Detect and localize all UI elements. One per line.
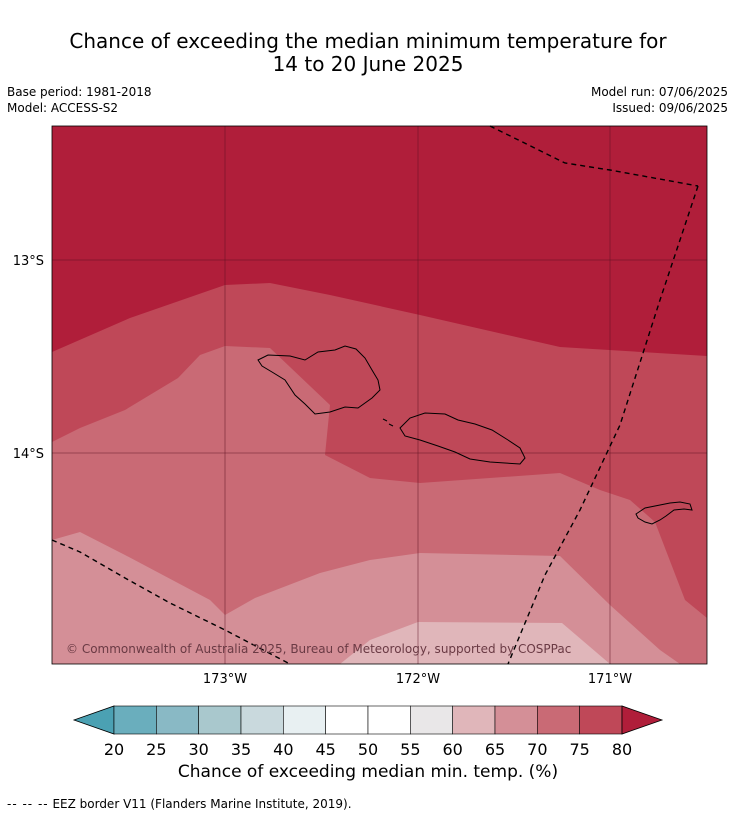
coastlines	[257, 345, 693, 525]
tutuila-island	[635, 501, 693, 525]
colorbar-bin-55-60	[410, 705, 453, 735]
upolu-island	[399, 412, 526, 465]
colorbar-ticks: 20 25 30 35 40 45 50 55 60 65 70 75 80	[104, 740, 632, 759]
colorbar-bin-25-30	[156, 705, 199, 735]
eez-dash-marker: -- -- --	[7, 797, 49, 811]
meta-right: Model run: 07/06/2025 Issued: 09/06/2025	[591, 84, 728, 116]
lon-label-173w: 173°W	[203, 672, 247, 687]
base-period-text: Base period: 1981-2018	[7, 85, 152, 99]
colorbar-cells	[72, 705, 664, 735]
colorbar-bin-60-65	[452, 705, 496, 735]
colorbar-tick-20: 20	[104, 740, 124, 759]
colorbar-tick-25: 25	[146, 740, 166, 759]
colorbar-tick-75: 75	[569, 740, 589, 759]
colorbar-bin-35-40	[240, 705, 284, 735]
colorbar-label: Chance of exceeding median min. temp. (%…	[177, 762, 559, 782]
probability-map: 13°S 14°S 173°W 172°W 171°W © Commonweal…	[13, 125, 708, 687]
colorbar-bin-30-35	[198, 705, 242, 735]
model-run-text: Model run: 07/06/2025	[590, 85, 728, 99]
colorbar-tick-50: 50	[358, 740, 378, 759]
eez-border-southwest	[51, 539, 291, 665]
colorbar-arrow-min	[72, 705, 115, 735]
colorbar-bin-75-80	[579, 705, 623, 735]
zone-55-60	[340, 622, 610, 664]
model-text: Model: ACCESS-S2	[7, 101, 119, 115]
colorbar-tick-45: 45	[315, 740, 335, 759]
colorbar-tick-35: 35	[231, 740, 251, 759]
colorbar-bin-65-70	[494, 705, 538, 735]
eez-border-north	[489, 125, 699, 187]
chart-title: Chance of exceeding the median minimum t…	[0, 30, 736, 76]
title-line-1: Chance of exceeding the median minimum t…	[69, 29, 667, 53]
colorbar-bin-20-25	[113, 705, 157, 735]
lat-label-13s: 13°S	[13, 254, 44, 269]
probability-fill	[52, 126, 707, 664]
colorbar-tick-40: 40	[273, 740, 293, 759]
map-frame	[51, 125, 708, 665]
colorbar-tick-60: 60	[442, 740, 462, 759]
lon-label-172w: 172°W	[396, 672, 440, 687]
apolima-island	[388, 423, 394, 427]
colorbar-arrow-max	[621, 705, 664, 735]
colorbar-tick-55: 55	[400, 740, 420, 759]
colorbar-bin-40-45	[283, 705, 326, 735]
colorbar: 20 25 30 35 40 45 50 55 60 65 70 75 80	[72, 705, 664, 759]
colorbar-bin-45-50	[325, 705, 369, 735]
lon-label-171w: 171°W	[588, 672, 632, 687]
meta-left: Base period: 1981-2018 Model: ACCESS-S2	[7, 84, 152, 116]
copyright-text: © Commonwealth of Australia 2025, Bureau…	[66, 642, 571, 656]
manono-island	[382, 418, 388, 422]
issued-text: Issued: 09/06/2025	[612, 101, 728, 115]
colorbar-tick-65: 65	[485, 740, 505, 759]
colorbar-bin-70-75	[537, 705, 580, 735]
colorbar-tick-80: 80	[612, 740, 632, 759]
eez-note: -- -- -- EEZ border V11 (Flanders Marine…	[7, 797, 352, 811]
lat-label-14s: 14°S	[13, 447, 44, 462]
colorbar-tick-70: 70	[527, 740, 547, 759]
savaii-island	[257, 345, 381, 415]
graticule	[52, 126, 707, 664]
eez-border-east	[507, 185, 699, 665]
title-line-2: 14 to 20 June 2025	[272, 52, 464, 76]
eez-borders	[51, 125, 699, 665]
eez-note-text: EEZ border V11 (Flanders Marine Institut…	[52, 797, 352, 811]
colorbar-bin-50-55	[367, 705, 411, 735]
colorbar-tick-30: 30	[188, 740, 208, 759]
